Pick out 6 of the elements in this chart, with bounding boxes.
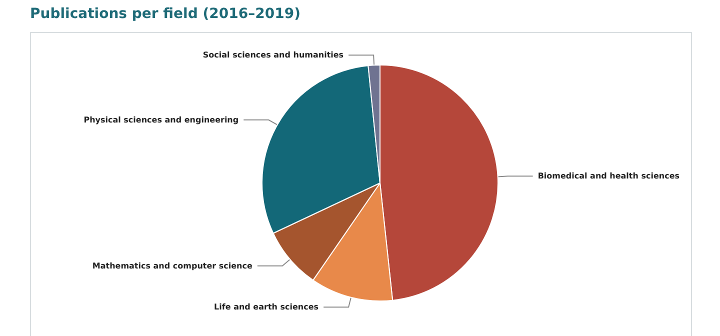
chart-title: Publications per field (2016–2019) — [30, 6, 300, 22]
slice-label: Life and earth sciences — [214, 302, 319, 312]
slice-label: Mathematics and computer science — [92, 261, 253, 270]
slice-label: Social sciences and humanities — [202, 50, 344, 60]
slice-label: Biomedical and health sciences — [538, 172, 680, 181]
slice-label: Physical sciences and engineering — [84, 115, 239, 124]
